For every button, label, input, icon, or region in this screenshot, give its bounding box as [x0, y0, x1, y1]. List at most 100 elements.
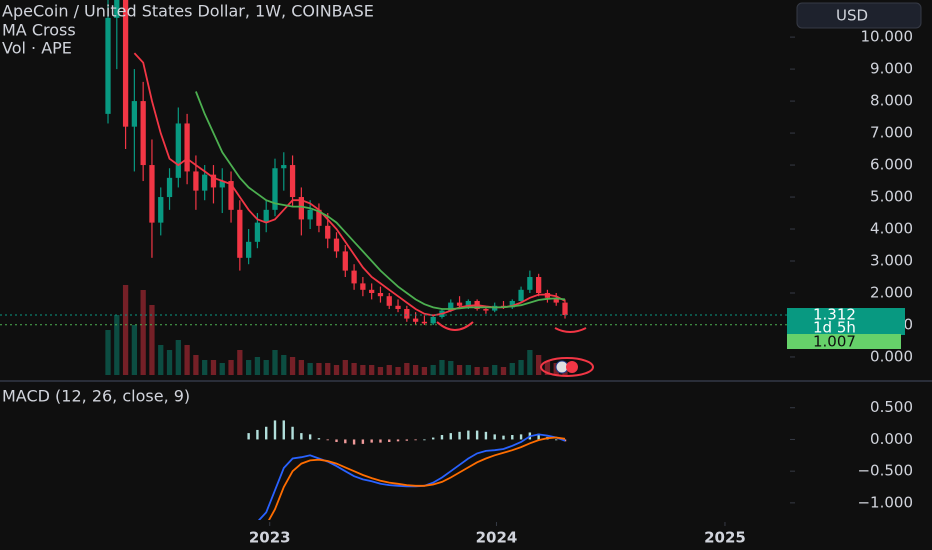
candle-body — [114, 0, 120, 18]
macd-histogram-bar — [291, 426, 294, 440]
macd-title: MACD (12, 26, close, 9) — [2, 387, 190, 406]
macd-histogram-bar — [317, 438, 321, 440]
volume-bar — [140, 290, 146, 375]
volume-bar — [369, 365, 375, 375]
volume-bar — [360, 365, 366, 375]
candle-body — [448, 302, 454, 311]
candle-body — [465, 300, 471, 306]
macd-histogram-bar — [537, 433, 540, 440]
candle-body — [351, 270, 357, 284]
candle-body — [219, 181, 225, 188]
candle-body — [166, 177, 173, 198]
macd-histogram-bar — [555, 439, 558, 441]
volume-bar — [377, 367, 384, 375]
volume-bar — [500, 367, 507, 375]
macd-histogram-bar — [449, 433, 452, 440]
y-tick-label: −0.500 — [857, 462, 913, 480]
candle-body — [281, 165, 287, 169]
macd-histogram-bar — [396, 439, 400, 442]
candle-body — [158, 197, 164, 223]
volume-bar — [166, 350, 173, 375]
candle-body — [404, 308, 410, 319]
macd-histogram-bar — [467, 430, 470, 440]
volume-bar — [202, 360, 208, 375]
volume-bar — [114, 315, 120, 375]
axes: 0.0001.0002.0003.0004.0005.0006.0007.000… — [249, 28, 913, 547]
volume-bar — [333, 365, 340, 375]
candle-body — [395, 305, 401, 309]
volume-bar — [527, 350, 533, 375]
macd-panel — [247, 420, 567, 520]
macd-histogram-bar — [361, 439, 365, 444]
candle-body — [536, 277, 542, 293]
macd-histogram-bar — [475, 430, 479, 440]
volume-bar — [483, 367, 489, 375]
y-tick-label: 9.000 — [870, 60, 913, 78]
candle-body — [360, 283, 366, 290]
candle-body — [131, 101, 138, 127]
volume-bar — [281, 355, 287, 375]
y-tick-label: 0.500 — [870, 398, 913, 416]
candle-body — [386, 296, 392, 306]
volume-bar — [245, 360, 252, 375]
drawing-arc — [554, 327, 587, 333]
currency-button[interactable] — [796, 2, 922, 29]
macd-histogram-bar — [493, 434, 496, 440]
volume-bar — [122, 285, 129, 375]
volume-bar — [325, 363, 331, 375]
low-line-label: 1.007 — [813, 333, 856, 351]
candle-body — [307, 209, 313, 220]
y-tick-label: 7.000 — [870, 124, 913, 142]
volume-bar — [219, 363, 225, 375]
macd-histogram-bar — [370, 439, 373, 443]
y-tick-label: 6.000 — [870, 156, 913, 174]
candle-body — [456, 302, 463, 306]
y-tick-label: 4.000 — [870, 220, 913, 238]
candle-body — [228, 181, 234, 210]
volume-bar — [544, 361, 551, 375]
y-tick-label: 0.000 — [870, 347, 913, 365]
candle-body — [333, 238, 340, 252]
y-tick-label: 2.000 — [870, 283, 913, 301]
macd-histogram-bar — [405, 439, 409, 441]
macd-histogram-bar — [519, 434, 523, 440]
y-tick-label: 5.000 — [870, 188, 913, 206]
macd-histogram-bar — [247, 433, 250, 440]
candle-body — [377, 292, 384, 297]
volume-bar — [412, 365, 419, 375]
volume-bar — [131, 325, 138, 375]
macd-histogram-bar — [414, 439, 417, 441]
currency-button-label[interactable]: USD — [836, 7, 868, 25]
x-tick-label: 2023 — [249, 529, 291, 547]
y-tick-label: 10.000 — [861, 28, 914, 46]
volume-bar — [386, 365, 392, 375]
price-panel — [0, 0, 790, 375]
indicator-label: MA Cross — [2, 21, 76, 40]
macd-histogram-bar — [335, 439, 338, 442]
candle-body — [105, 17, 111, 114]
macd-histogram-bar — [511, 435, 514, 440]
macd-histogram-bar — [423, 439, 426, 441]
candle-body — [149, 165, 155, 223]
macd-histogram-bar — [440, 435, 444, 440]
y-tick-label: 8.000 — [870, 92, 913, 110]
candle-body — [430, 316, 436, 324]
event-icon[interactable] — [540, 357, 594, 377]
macd-line — [267, 436, 566, 520]
volume-bar — [421, 367, 428, 375]
candle-body — [237, 209, 243, 258]
macd-histogram-bar — [273, 420, 277, 440]
volume-bar — [316, 363, 322, 375]
macd-histogram-bar — [431, 437, 435, 440]
candle-body — [210, 174, 217, 188]
volume-bar — [448, 361, 454, 375]
macd-histogram-bar — [379, 439, 382, 443]
last-price-label: 1.312 — [813, 306, 856, 324]
candle-body — [325, 225, 331, 239]
macd-histogram-bar — [265, 426, 268, 440]
low-line-badge — [787, 334, 901, 350]
macd-histogram-bar — [326, 439, 329, 441]
volume-bar — [351, 363, 357, 375]
volume-bar — [254, 357, 261, 375]
